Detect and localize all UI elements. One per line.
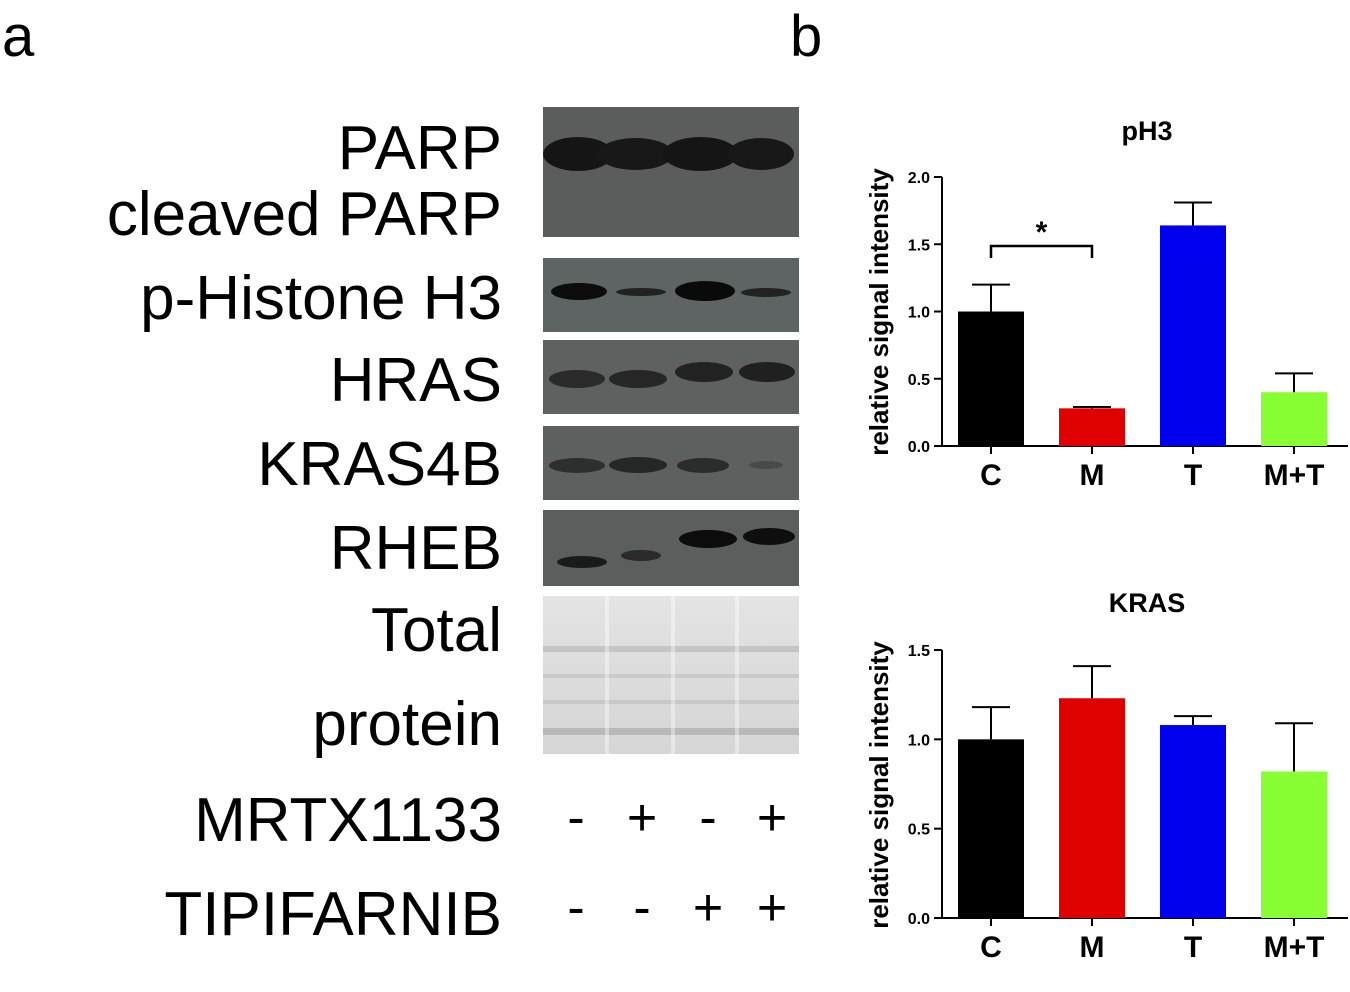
chart-1-category-label: C: [980, 459, 1002, 492]
chart-2-bar-M+T: [1261, 771, 1327, 918]
label-tipifarnib: TIPIFARNIB: [164, 880, 502, 949]
chart-1-category-label: T: [1184, 459, 1202, 492]
chart-1-y-tick-label: 0.5: [908, 372, 930, 389]
tipi-lane-2-sign: -: [633, 879, 651, 937]
chart-2-y-axis-label: relative signal intensity: [864, 641, 894, 929]
tipi-lane-3-sign: +: [692, 879, 724, 937]
chart-1-y-tick-label: 1.0: [908, 305, 930, 322]
chart-2-bar-C: [958, 739, 1024, 918]
chart-1-category-label: M: [1080, 459, 1105, 492]
chart-1-bar-T: [1160, 225, 1226, 446]
panel-a-letter: a: [2, 4, 35, 69]
chart-1-bar-M: [1059, 408, 1125, 446]
label-p-histone-h3: p-Histone H3: [140, 264, 502, 333]
blot-hras: [543, 340, 799, 414]
label-kras4b: KRAS4B: [257, 430, 502, 499]
chart-2-y-tick-label: 0.0: [908, 911, 930, 928]
mrtx-lane-1-sign: -: [567, 789, 585, 847]
chart-2-y-tick-label: 1.0: [908, 732, 930, 749]
chart-1-title: pH3: [1121, 116, 1172, 146]
mrtx-lane-3-sign: -: [699, 789, 717, 847]
chart-2-category-label: M: [1080, 931, 1105, 964]
chart-1-y-tick-label: 1.5: [908, 237, 930, 254]
chart-2-y-tick-label: 1.5: [908, 643, 930, 660]
chart-2-y-tick-label: 0.5: [908, 822, 930, 839]
label-hras: HRAS: [329, 346, 502, 415]
chart-2-category-label: M+T: [1264, 931, 1325, 964]
blot-total-protein: [543, 596, 799, 754]
blot-p-histone-h3: [543, 258, 799, 332]
tipi-lane-4-sign: +: [756, 879, 788, 937]
mrtx-lane-2-sign: +: [626, 789, 658, 847]
label-protein: protein: [312, 690, 502, 759]
blot-kras4b: [543, 426, 799, 500]
label-rheb: RHEB: [329, 514, 502, 583]
panel-b-letter: b: [790, 4, 823, 69]
significance-bracket: [989, 244, 1094, 258]
chart-1-bar-C: [958, 311, 1024, 446]
label-mrtx1133: MRTX1133: [194, 786, 502, 855]
chart-1-bar-M+T: [1261, 392, 1327, 446]
chart-2-bar-T: [1160, 725, 1226, 918]
mrtx-lane-4-sign: +: [756, 789, 788, 847]
chart-2-bar-M: [1059, 698, 1125, 918]
significance-asterisk: *: [1036, 216, 1048, 249]
label-cleaved-parp: cleaved PARP: [106, 180, 502, 249]
tipi-lane-1-sign: -: [567, 879, 585, 937]
chart-1-y-axis-label: relative signal intensity: [864, 168, 894, 456]
blot-rheb: [543, 510, 799, 586]
chart-1-y-tick-label: 2.0: [908, 170, 930, 187]
chart-1-y-tick-label: 0.0: [908, 439, 930, 456]
label-total: Total: [371, 596, 502, 665]
label-parp: PARP: [337, 114, 502, 183]
chart-2-title: KRAS: [1109, 588, 1186, 618]
chart-1-category-label: M+T: [1264, 459, 1325, 492]
chart-2-category-label: T: [1184, 931, 1202, 964]
chart-2-category-label: C: [980, 931, 1002, 964]
blot-parp: [543, 107, 799, 237]
